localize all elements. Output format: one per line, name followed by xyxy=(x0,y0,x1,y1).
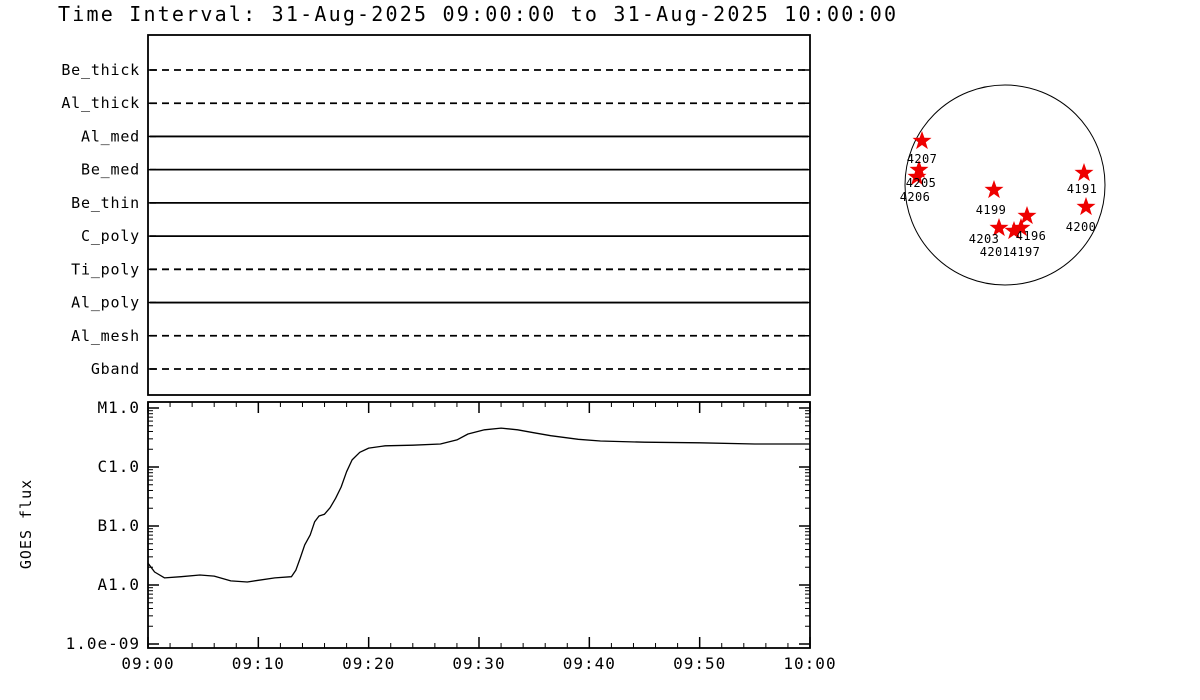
active-region-star-icon-4191 xyxy=(1074,163,1094,182)
active-region-label-4205: 4205 xyxy=(906,176,937,190)
goes-panel-border xyxy=(147,401,811,649)
goes-xtick-label-09:40: 09:40 xyxy=(563,654,616,673)
filter-label-Al_med: Al_med xyxy=(81,127,140,145)
filter-label-Ti_poly: Ti_poly xyxy=(71,260,140,278)
filter-label-Gband: Gband xyxy=(91,360,140,378)
active-region-star-icon-4207 xyxy=(912,131,932,150)
active-region-label-4200: 4200 xyxy=(1066,220,1097,234)
active-region-star-icon-4197 xyxy=(1011,218,1031,237)
active-region-star-icon-4200 xyxy=(1076,197,1096,216)
active-region-label-4196: 4196 xyxy=(1016,229,1047,243)
active-region-label-4206: 4206 xyxy=(900,190,931,204)
goes-xtick-label-10:00: 10:00 xyxy=(783,654,836,673)
active-region-label-4191: 4191 xyxy=(1067,182,1098,196)
filter-label-Be_med: Be_med xyxy=(81,161,140,179)
filter-timeline-panel: Be_thick Al_thick Al_med Be_med Be_thin C_pol… xyxy=(61,34,811,396)
active-region-label-4207: 4207 xyxy=(907,152,938,166)
page-title: Time Interval: 31-Aug-2025 09:00:00 to 3… xyxy=(58,2,898,26)
filter-label-Al_poly: Al_poly xyxy=(71,294,140,312)
goes-xtick-label-09:20: 09:20 xyxy=(342,654,395,673)
active-region-label-4201: 4201 xyxy=(980,245,1011,259)
filter-label-Al_thick: Al_thick xyxy=(61,94,140,112)
solar-limb-circle xyxy=(904,84,1106,286)
active-region-star-icon-4206 xyxy=(907,167,927,186)
active-region-star-icon-4199 xyxy=(984,180,1004,199)
active-region-star-icon-4196 xyxy=(1017,206,1037,225)
filter-label-Be_thick: Be_thick xyxy=(61,61,140,79)
active-region-star-icon-4205 xyxy=(909,160,929,179)
active-region-star-icon-4201 xyxy=(1004,221,1024,240)
goes-xtick-label-09:00: 09:00 xyxy=(121,654,174,673)
goes-xtick-label-09:50: 09:50 xyxy=(673,654,726,673)
active-region-label-4199: 4199 xyxy=(976,203,1007,217)
goes-ytick-label-A1.0: A1.0 xyxy=(97,575,140,594)
active-region-label-4197: 4197 xyxy=(1010,245,1041,259)
goes-ytick-label-M1.0: M1.0 xyxy=(97,398,140,417)
filter-label-Be_thin: Be_thin xyxy=(71,194,140,212)
goes-flux-curve xyxy=(147,427,810,583)
goes-flux-axis-label: GOES flux xyxy=(17,479,35,569)
goes-ytick-label-B1.0: B1.0 xyxy=(97,516,140,535)
goes-ytick-label-1.0e-09: 1.0e-09 xyxy=(66,634,140,653)
active-region-label-4203: 4203 xyxy=(969,232,1000,246)
active-region-star-icon-4203 xyxy=(989,218,1009,237)
filter-label-Al_mesh: Al_mesh xyxy=(71,327,140,345)
filter-label-C_poly: C_poly xyxy=(81,227,140,245)
goes-ytick-label-C1.0: C1.0 xyxy=(97,457,140,476)
goes-xtick-label-09:10: 09:10 xyxy=(232,654,285,673)
goes-xtick-label-09:30: 09:30 xyxy=(452,654,505,673)
filter-panel-border xyxy=(147,34,811,396)
